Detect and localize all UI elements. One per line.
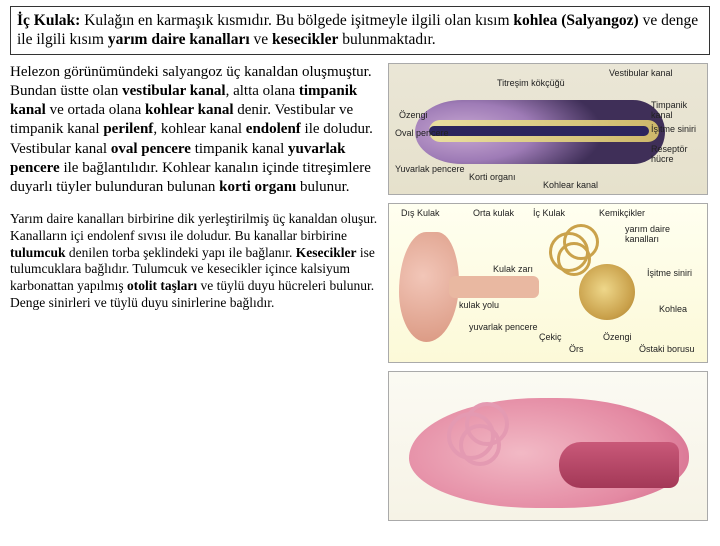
lbl-kulak-zari: Kulak zarı xyxy=(493,264,533,274)
header-bold-2: kohlea (Salyangoz) xyxy=(513,12,638,29)
p1-t6: timpanik kanal xyxy=(191,141,288,157)
header-bold-3: yarım daire kanalları xyxy=(108,31,250,48)
p1-b1: vestibular kanal xyxy=(122,83,226,99)
lbl-isitme: İşitme siniri xyxy=(651,124,696,134)
header-t1: Kulağın en karmaşık kısmıdır. Bu bölgede… xyxy=(80,12,513,29)
p2-b1: tulumcuk xyxy=(10,245,66,260)
lbl-kohlea: Kohlea xyxy=(659,304,687,314)
lbl-ozengi2: Özengi xyxy=(603,332,632,342)
lbl-vestibular: Vestibular kanal xyxy=(609,68,673,78)
cochlea-diagram: Vestibular kanal Titreşim kökçüğü Özengi… xyxy=(388,63,708,195)
lbl-yuvarlak: Yuvarlak pencere xyxy=(395,164,465,174)
p1-b8: korti organı xyxy=(219,179,296,195)
p2-b2: Kesecikler xyxy=(296,245,357,260)
right-column: Vestibular kanal Titreşim kökçüğü Özengi… xyxy=(388,63,708,521)
p2-b3: otolit taşları xyxy=(127,278,197,293)
header-t3: ve xyxy=(250,31,272,48)
lbl-oval: Oval pencere xyxy=(395,128,449,138)
lbl-reseptor: Reseptör hücre xyxy=(651,144,707,164)
lbl-kulak-yolu: kulak yolu xyxy=(459,300,499,310)
lbl-orta-kulak: Orta kulak xyxy=(473,208,514,218)
paragraph-semicircular: Yarım daire kanalları birbirine dik yerl… xyxy=(10,211,380,311)
header-bold-4: kesecikler xyxy=(272,31,338,48)
lbl-ozengi: Özengi xyxy=(399,110,428,120)
left-column: Helezon görünümündeki salyangoz üç kanal… xyxy=(10,63,380,521)
p2-t0: Yarım daire kanalları birbirine dik yerl… xyxy=(10,211,377,243)
p1-b3: kohlear kanal xyxy=(145,102,234,118)
p1-b6: oval pencere xyxy=(111,141,191,157)
p1-t2: ve ortada olana xyxy=(46,102,145,118)
lbl-ostaki: Östaki borusu xyxy=(639,344,695,354)
lbl-kemikcikler: Kemikçikler xyxy=(599,208,645,218)
lbl-ic-kulak: İç Kulak xyxy=(533,208,565,218)
lbl-yarimdaire: yarım daire kanalları xyxy=(625,224,689,244)
p1-t4: , kohlear kanal xyxy=(153,121,245,137)
p1-t8: bulunur. xyxy=(296,179,349,195)
inner-ear-closeup-diagram xyxy=(388,371,708,521)
header-t4: bulunmaktadır. xyxy=(338,31,435,48)
header-definition-box: İç Kulak: Kulağın en karmaşık kısmıdır. … xyxy=(10,6,710,55)
p1-b5: endolenf xyxy=(246,121,301,137)
lbl-kohlear: Kohlear kanal xyxy=(543,180,598,190)
lbl-isitme2: İşitme siniri xyxy=(647,268,707,278)
lbl-ors: Örs xyxy=(569,344,584,354)
ear-anatomy-diagram: Dış Kulak Orta kulak İç Kulak Kulak zarı… xyxy=(388,203,708,363)
lbl-timpanik: Timpanik kanal xyxy=(651,100,707,120)
lbl-cekic: Çekiç xyxy=(539,332,562,342)
lbl-korti: Korti organı xyxy=(469,172,516,182)
paragraph-cochlea: Helezon görünümündeki salyangoz üç kanal… xyxy=(10,63,380,197)
ear-canal-shape xyxy=(449,276,539,298)
p1-t1: , altta olana xyxy=(226,83,299,99)
p1-b4: perilenf xyxy=(103,121,153,137)
cochlea-shape-2 xyxy=(579,264,635,320)
content-row: Helezon görünümündeki salyangoz üç kanal… xyxy=(0,63,720,521)
semicircular-canals-shape-2 xyxy=(447,402,517,472)
inner-ear-crosssection xyxy=(559,442,679,488)
header-bold-1: İç Kulak: xyxy=(17,12,80,29)
p2-t1: denilen torba şeklindeki yapı ile bağlan… xyxy=(66,245,296,260)
lbl-titresim: Titreşim kökçüğü xyxy=(497,78,565,88)
lbl-yuvarlak2: yuvarlak pencere xyxy=(469,322,538,332)
cochlea-core xyxy=(429,126,649,136)
lbl-dis-kulak: Dış Kulak xyxy=(401,208,440,218)
